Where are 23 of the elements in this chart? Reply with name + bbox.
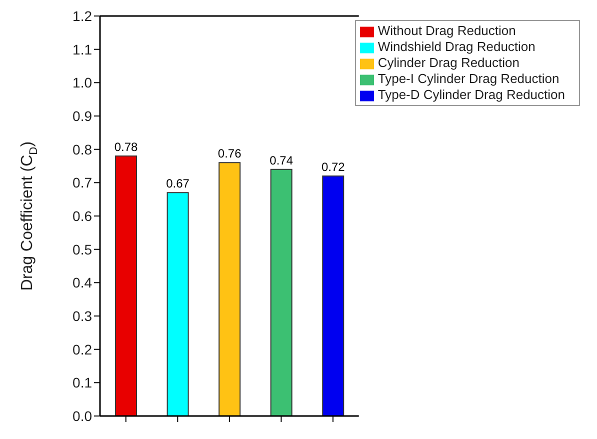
y-tick-label: 0.4 — [72, 274, 92, 291]
y-tick-label: 1.2 — [72, 8, 92, 24]
data-label: 0.78 — [114, 140, 138, 154]
y-tick-label: 1.1 — [72, 41, 92, 58]
y-tick-label: 0.9 — [72, 108, 92, 124]
y-tick-label: 0.6 — [72, 208, 92, 224]
y-tick-label: 0.2 — [72, 341, 92, 358]
data-label: 0.67 — [166, 176, 190, 191]
y-tick-label: 0.7 — [72, 174, 92, 191]
data-label: 0.72 — [321, 160, 346, 174]
y-tick-label: 0.5 — [72, 241, 92, 258]
y-tick-label: 0.1 — [72, 374, 92, 391]
y-tick-label: 0.3 — [72, 308, 92, 324]
y-tick-label: 0.8 — [72, 141, 92, 158]
data-label: 0.76 — [218, 146, 242, 161]
y-tick-label: 0.0 — [72, 408, 92, 424]
y-tick-label: 1.0 — [72, 74, 92, 91]
legend-label: Cylinder Drag Reduction — [378, 55, 520, 70]
data-label: 0.74 — [270, 153, 294, 168]
legend-label: Type-D Cylinder Drag Reduction — [378, 87, 565, 102]
legend-label: Windshield Drag Reduction — [378, 39, 536, 54]
legend-label: Without Drag Reduction — [378, 23, 516, 38]
legend-label: Type-I Cylinder Drag Reduction — [378, 71, 560, 86]
